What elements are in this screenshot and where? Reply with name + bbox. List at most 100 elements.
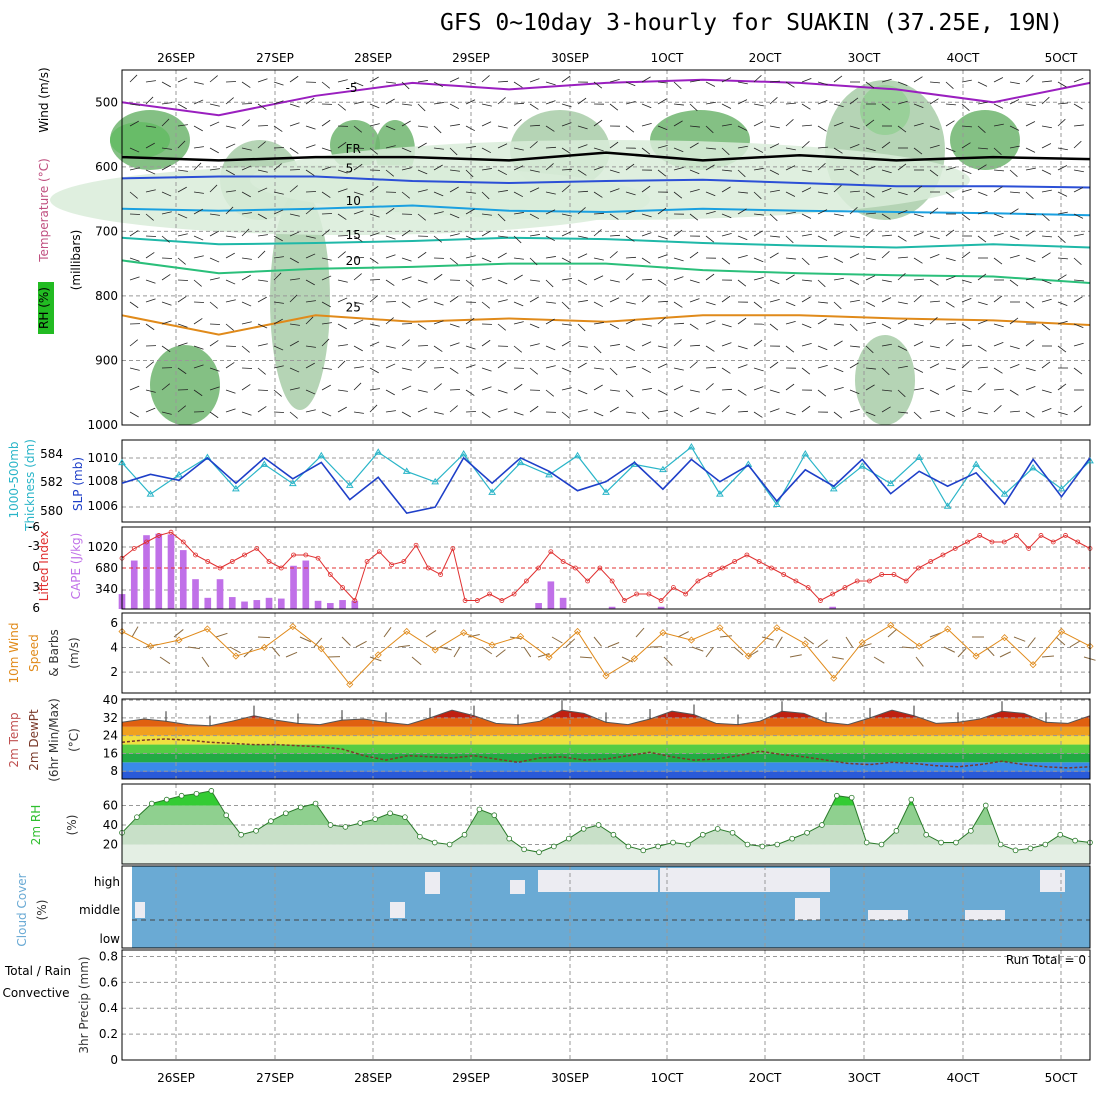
wind-barb xyxy=(369,147,379,155)
wind-barb-10m xyxy=(495,649,506,658)
wind-barb xyxy=(497,323,507,331)
wind-axis-label-1: 10m Wind xyxy=(7,623,21,684)
wind-barb xyxy=(769,361,779,369)
wind-speed-point xyxy=(716,624,724,632)
wind-barb xyxy=(833,213,844,217)
wind-barb xyxy=(433,383,442,391)
cloud-axis-label-2: (%) xyxy=(35,900,49,921)
wind-barb xyxy=(177,103,187,110)
temp-tick-label: 16 xyxy=(103,746,118,760)
lifted-index-point xyxy=(168,529,174,535)
wind-barb xyxy=(785,235,794,244)
wind-barb xyxy=(241,301,252,307)
lifted-index-point xyxy=(952,546,958,551)
wind-barb xyxy=(993,257,1003,265)
wind-barb xyxy=(497,252,507,259)
wind-barb xyxy=(593,166,604,171)
wind-barb xyxy=(481,75,490,83)
wind-barb xyxy=(785,165,796,171)
wind-barb xyxy=(193,318,203,325)
temperature-label: Temperature (°C) xyxy=(37,158,51,263)
wind-barb xyxy=(497,169,508,176)
wind-barb xyxy=(977,301,988,306)
wind-axis-label-4: (m/s) xyxy=(67,637,81,668)
wind-speed-point xyxy=(545,653,553,661)
wind-barb-10m xyxy=(201,656,210,668)
wind-barb xyxy=(177,257,186,265)
wind-speed-point xyxy=(374,651,382,659)
wind-barb xyxy=(993,103,1004,109)
wind-barb xyxy=(545,191,556,195)
wind-barb xyxy=(673,229,683,237)
wind-barb xyxy=(801,279,812,282)
wind-barb xyxy=(993,147,1002,155)
wind-tick-label: 4 xyxy=(110,640,118,654)
wind-barb xyxy=(881,251,890,259)
wind-barb xyxy=(897,345,908,351)
wind-barb xyxy=(305,409,316,413)
wind-barb xyxy=(529,279,540,282)
rh-point xyxy=(863,839,870,846)
wind-speed-point xyxy=(773,624,781,632)
wind-barb xyxy=(561,257,572,264)
wind-barb xyxy=(657,279,667,286)
lifted-index-point xyxy=(303,552,309,558)
lifted-index-point xyxy=(646,591,652,597)
y-tick-label: 800 xyxy=(95,289,118,303)
wind-barb xyxy=(417,298,428,303)
wind-barb xyxy=(609,389,620,392)
wind-barb xyxy=(929,345,940,349)
wind-barb xyxy=(433,301,444,306)
thickness-point xyxy=(431,477,440,485)
lifted-index-point xyxy=(830,591,836,597)
wind-barb xyxy=(657,81,668,84)
thickness-point xyxy=(317,451,326,459)
wind-barb xyxy=(561,367,572,373)
thickness-point xyxy=(943,502,952,509)
wind-barb xyxy=(385,363,396,369)
thickness-point xyxy=(516,458,525,466)
wind-barb xyxy=(593,301,604,308)
wind-barb xyxy=(193,364,204,369)
wind-barb xyxy=(353,210,364,215)
wind-barb xyxy=(465,235,476,241)
rh-point xyxy=(551,843,557,850)
wind-barb xyxy=(289,213,300,217)
wind-barb xyxy=(609,344,620,347)
wind-barb xyxy=(321,213,333,215)
wind-barb xyxy=(353,366,364,369)
wind-barb xyxy=(561,411,571,419)
thickness-axis-label: 1000-500mb xyxy=(7,441,21,518)
wind-barb xyxy=(609,213,619,220)
thickness-point xyxy=(886,479,895,487)
wind-barb xyxy=(561,75,571,83)
rh-point xyxy=(580,826,587,832)
wind-barb xyxy=(1009,125,1020,131)
wind-axis-label-2: Speed xyxy=(27,634,41,672)
wind-barb xyxy=(241,191,251,198)
wind-barb xyxy=(321,229,330,237)
wind-barb-10m xyxy=(929,632,942,638)
wind-barb xyxy=(897,163,907,171)
wind-barb xyxy=(417,407,428,413)
wind-barb xyxy=(209,121,220,127)
wind-barb xyxy=(705,235,715,243)
slp-axis-label: SLP (mb) xyxy=(71,457,85,511)
wind-barb xyxy=(593,322,604,325)
lifted-index-point xyxy=(511,591,517,597)
wind-barb-10m xyxy=(733,646,744,656)
wind-barb-10m xyxy=(663,656,673,666)
wind-barb xyxy=(785,191,796,197)
wind-barb xyxy=(129,230,139,237)
lifted-index-point xyxy=(732,559,738,564)
wind-barb xyxy=(161,211,172,215)
wind-barb xyxy=(289,231,300,237)
wind-barb xyxy=(609,406,619,413)
wind-barb xyxy=(545,209,556,215)
wind-barb xyxy=(721,323,732,328)
lifted-index-point xyxy=(229,559,235,564)
wind-barb xyxy=(481,121,492,127)
wind-barb-10m xyxy=(383,626,392,638)
wind-barb xyxy=(369,279,381,281)
rh-point xyxy=(848,794,855,801)
